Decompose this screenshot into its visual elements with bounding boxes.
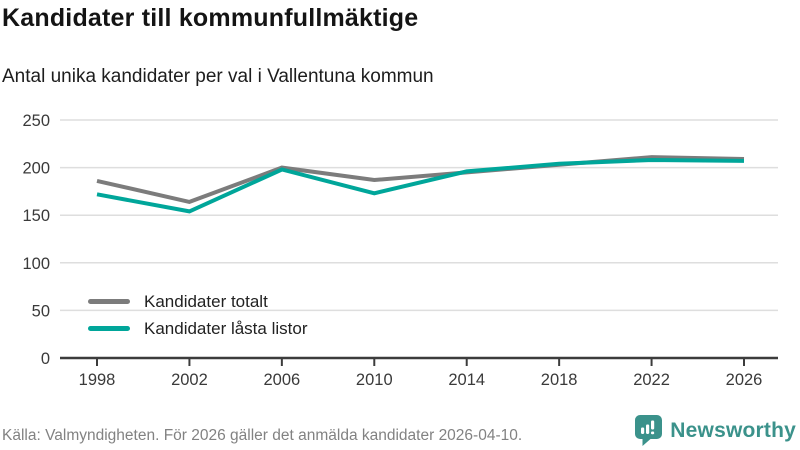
source-note: Källa: Valmyndigheten. För 2026 gäller d… [2, 427, 523, 445]
newsworthy-logo: Newsworthy [635, 415, 796, 446]
y-tick-label-200: 200 [22, 160, 50, 178]
y-tick-label-250: 250 [22, 112, 50, 130]
newsworthy-wordmark: Newsworthy [670, 418, 796, 442]
series-line-0 [96, 155, 745, 204]
legend-item-kandidater-lasta-listor: Kandidater låsta listor [88, 315, 307, 342]
series-line-1 [96, 157, 745, 214]
y-tick-label-150: 150 [22, 207, 50, 225]
x-tick-label-1998: 1998 [79, 371, 116, 389]
legend-label-lasta: Kandidater låsta listor [144, 318, 308, 338]
x-tick-label-2006: 2006 [263, 371, 300, 389]
x-tick-label-2002: 2002 [171, 371, 208, 389]
x-tick-label-2010: 2010 [356, 371, 393, 389]
x-tick-label-2022: 2022 [633, 371, 670, 389]
legend-item-kandidater-totalt: Kandidater totalt [88, 288, 307, 315]
x-tick-label-2026: 2026 [726, 371, 763, 389]
chart-subtitle: Antal unika kandidater per val i Vallent… [2, 66, 434, 87]
legend-line-swatch-lasta-icon [88, 326, 130, 331]
legend-line-swatch-totalt-icon [88, 299, 130, 304]
line-chart: 0 50 100 150 200 250 1998 2002 2006 2010 2014 2018 2… [22, 112, 778, 389]
page-title: Kandidater till kommunfullmäktige [2, 4, 419, 32]
x-tick-label-2014: 2014 [448, 371, 485, 389]
chart-legend: Kandidater totalt Kandidater låsta listo… [88, 288, 307, 342]
x-tick-label-2018: 2018 [541, 371, 578, 389]
chart-footer: Källa: Valmyndigheten. För 2026 gäller d… [0, 412, 796, 446]
newsworthy-bubble-chart-icon [635, 415, 663, 446]
legend-label-totalt: Kandidater totalt [144, 291, 268, 311]
y-tick-label-0: 0 [41, 350, 50, 368]
y-tick-label-100: 100 [22, 255, 50, 273]
y-tick-label-50: 50 [32, 302, 50, 320]
